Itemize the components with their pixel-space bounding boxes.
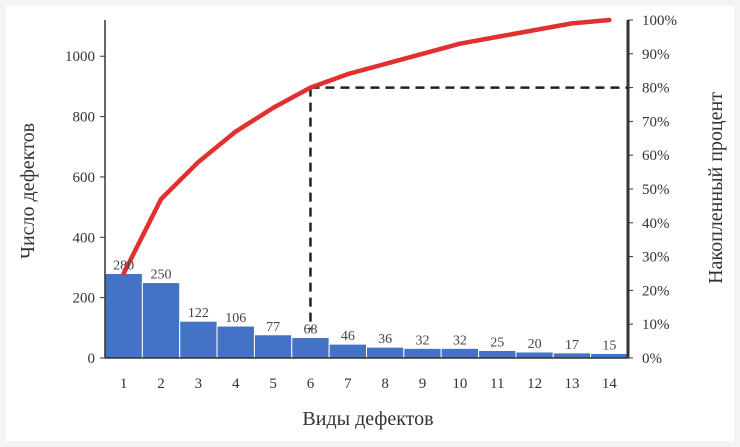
x-tick-label: 4: [232, 376, 240, 392]
bar-value-label: 32: [453, 333, 467, 348]
x-tick-label: 10: [452, 376, 467, 392]
bar-value-label: 250: [151, 268, 172, 283]
y2-tick-label: 10%: [642, 317, 670, 333]
y-axis-title: Число дефектов: [17, 123, 39, 259]
y2-tick-label: 20%: [642, 283, 670, 299]
bar: [366, 346, 405, 359]
bar-value-label: 77: [266, 320, 280, 335]
x-tick-label: 6: [307, 376, 315, 392]
plot-area: 0 200 400 600 800 1000 0% 10% 20% 30% 40% 50% 60% 70%…: [65, 13, 677, 392]
y2-tick-label: 50%: [642, 182, 670, 198]
x-tick-label: 8: [381, 376, 389, 392]
bar-value-label: 106: [225, 311, 246, 326]
bar-value-label: 25: [490, 335, 504, 350]
y2-tick-label: 70%: [642, 114, 670, 130]
y-tick-label: 600: [73, 170, 96, 186]
y-tick-label: 400: [73, 230, 96, 246]
y2-tick-label: 0%: [642, 351, 662, 367]
x-axis-title: Виды дефектов: [302, 408, 433, 430]
y-tick-label: 200: [73, 291, 96, 307]
bar: [179, 320, 218, 359]
bar-value-label: 32: [416, 333, 430, 348]
cumulative-line: [121, 17, 612, 276]
bar-value-label: 122: [188, 306, 209, 321]
bar-value-label: 68: [303, 322, 317, 337]
bar-value-label: 36: [378, 332, 392, 347]
y2-tick-label: 80%: [642, 81, 670, 97]
bar-value-label: 20: [528, 337, 542, 352]
bar: [328, 343, 367, 359]
y2-tick-label: 40%: [642, 216, 670, 232]
x-tick-label: 13: [564, 376, 579, 392]
x-tick-label: 14: [602, 376, 618, 392]
y-tick-label: 0: [88, 351, 96, 367]
y-tick-label: 1000: [65, 49, 95, 65]
y2-tick-label: 30%: [642, 250, 670, 266]
x-tick-label: 12: [527, 376, 542, 392]
bar: [478, 349, 517, 359]
y2-axis-title: Накопленный процент: [705, 92, 727, 284]
bar: [440, 347, 480, 359]
x-tick-label: 2: [157, 376, 165, 392]
x-tick-label: 5: [269, 376, 277, 392]
bar-value-label: 15: [602, 338, 616, 353]
bar-value-label: 46: [341, 329, 355, 344]
bar-value-label: 280: [113, 259, 134, 274]
bar: [515, 351, 554, 359]
x-tick-label: 11: [490, 376, 504, 392]
x-tick-label: 1: [120, 376, 128, 392]
y-tick-label: 800: [73, 110, 96, 126]
plot-frame: [6, 6, 734, 441]
y2-tick-label: 100%: [642, 13, 677, 29]
bar: [253, 334, 293, 359]
x-tick-label: 7: [344, 376, 352, 392]
bar: [216, 325, 255, 359]
y2-tick-label: 60%: [642, 148, 670, 164]
bar: [552, 352, 592, 359]
x-tick-label: 3: [195, 376, 203, 392]
bar: [104, 273, 143, 359]
x-tick-label: 9: [419, 376, 427, 392]
bar: [291, 336, 330, 359]
bar: [403, 347, 442, 359]
y2-tick-label: 90%: [642, 47, 670, 63]
bar: [141, 282, 181, 359]
bar-value-label: 17: [565, 338, 579, 353]
